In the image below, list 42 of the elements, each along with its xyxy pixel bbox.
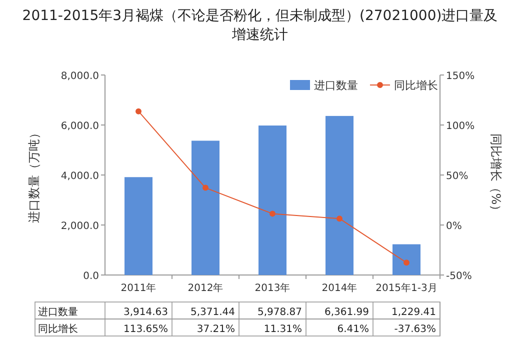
- data-label: 5,978.87: [257, 307, 302, 318]
- x-tick-label: 2013年: [254, 282, 290, 294]
- y2-tick-label: 100%: [446, 121, 475, 132]
- y-axis-title: 进口数量（万吨）: [27, 127, 41, 223]
- y2-tick-label: 150%: [446, 71, 475, 82]
- y2-axis-title: 同比增长（%）: [489, 133, 503, 217]
- y2-tick-label: -50%: [446, 271, 472, 282]
- data-label: 1,229.41: [391, 307, 436, 318]
- chart-title: 2011-2015年3月褐煤（不论是否粉化，但未制成型）(27021000)进口量及增速统计: [22, 8, 498, 43]
- data-label: 6.41%: [337, 324, 369, 335]
- x-tick-label: 2014年: [322, 282, 358, 294]
- text: 进口数量: [38, 307, 78, 318]
- text: 同比增长: [38, 324, 78, 335]
- y-tick-label: 4,000.0: [60, 171, 99, 182]
- y2-tick-label: 50%: [446, 171, 468, 182]
- data-label: 113.65%: [124, 324, 168, 335]
- bar: [192, 140, 220, 275]
- y-tick-label: 6,000.0: [60, 121, 99, 132]
- bar: [392, 244, 420, 275]
- point: [202, 184, 208, 191]
- point: [404, 260, 410, 266]
- point: [336, 216, 342, 222]
- bar: [258, 126, 286, 275]
- legend-label: 同比增长: [394, 79, 438, 92]
- bar: [124, 177, 152, 275]
- data-label: 6,361.99: [324, 307, 369, 318]
- legend-label: 进口数量: [314, 79, 358, 92]
- x-tick-label: 2015年1-3月: [376, 282, 438, 294]
- data-label: 37.21%: [196, 324, 235, 335]
- data-label: 5,371.44: [190, 307, 235, 318]
- data-label: 11.31%: [264, 324, 302, 335]
- point: [136, 108, 142, 114]
- x-tick-label: 2012年: [188, 282, 224, 294]
- bar: [326, 116, 354, 275]
- x-tick-label: 2011年: [120, 282, 156, 294]
- y2-tick-label: 0%: [446, 221, 462, 232]
- data-label: 3,914.63: [123, 307, 168, 318]
- y-tick-label: 0.0: [83, 271, 99, 282]
- y-tick-label: 2,000.0: [60, 221, 99, 232]
- data-label: -37.63%: [394, 324, 436, 335]
- point: [270, 210, 276, 217]
- y-tick-label: 8,000.0: [60, 71, 99, 82]
